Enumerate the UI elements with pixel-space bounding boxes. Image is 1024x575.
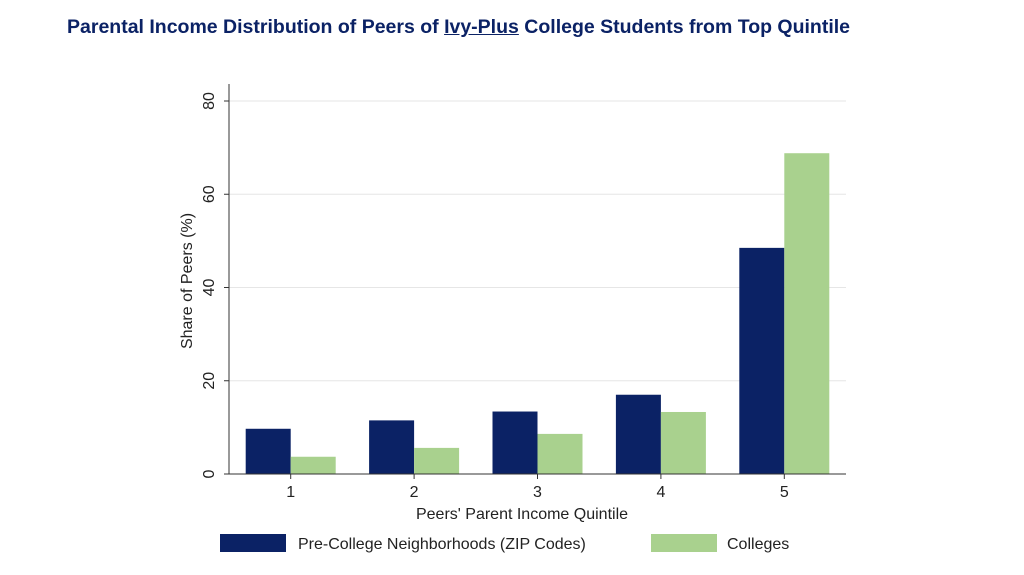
y-tick-label: 40	[201, 279, 218, 297]
bar-series1-cat-5	[739, 247, 785, 474]
title-underlined: Ivy-Plus	[444, 16, 519, 38]
y-tick-label: 20	[201, 372, 218, 390]
y-tick-label: 80	[201, 92, 218, 110]
page-title: Parental Income Distribution of Peers of…	[67, 16, 850, 39]
bar-series2-cat-4	[660, 411, 706, 474]
bar-series1-cat-4	[615, 394, 661, 474]
bar-series1-cat-3	[492, 411, 538, 474]
x-tick-label: 5	[780, 484, 789, 501]
legend-swatch-2	[651, 534, 717, 552]
bar-series2-cat-3	[537, 433, 583, 474]
y-tick-labels: 0 20 40 60 80	[201, 92, 218, 478]
legend-swatch-1	[220, 534, 286, 552]
bar-series2-cat-5	[784, 153, 830, 474]
y-tick-label: 60	[201, 185, 218, 203]
x-tick-label: 3	[533, 484, 542, 501]
y-tick-label: 0	[201, 469, 218, 478]
x-tick-label: 4	[656, 484, 665, 501]
bar-series2-cat-1	[290, 456, 336, 474]
x-axis-label: Peers' Parent Income Quintile	[416, 506, 628, 523]
y-axis-label: Share of Peers (%)	[179, 213, 196, 349]
bar-series1-cat-1	[245, 428, 291, 474]
title-prefix: Parental Income Distribution of Peers of	[67, 16, 445, 38]
bar-series2-cat-2	[414, 447, 460, 474]
bar-series1-cat-2	[369, 420, 415, 474]
legend-label-1: Pre-College Neighborhoods (ZIP Codes)	[298, 536, 586, 553]
legend-label-2: Colleges	[727, 536, 789, 553]
x-tick-label: 2	[410, 484, 419, 501]
x-tick-label: 1	[286, 484, 295, 501]
axes	[224, 84, 846, 479]
x-tick-labels: 1 2 3 4 5	[286, 484, 789, 501]
bars	[245, 153, 830, 474]
legend: Pre-College Neighborhoods (ZIP Codes) Col…	[220, 534, 789, 553]
title-suffix: College Students from Top Quintile	[518, 16, 851, 38]
